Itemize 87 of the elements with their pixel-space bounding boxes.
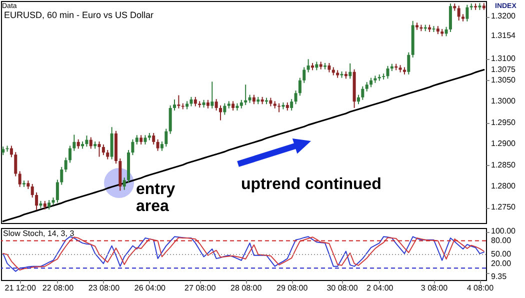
candlestick [290,98,294,112]
x-tick-label: 30 08:00 [326,284,358,292]
candlestick [370,77,373,88]
candlestick [294,90,298,105]
y-tick-label: 100.00 [491,226,516,236]
x-tick-label: 22 08:00 [42,284,74,292]
candlestick [144,134,147,145]
y-tick-label: 9.35 [491,272,508,281]
candlestick [356,94,360,105]
candlestick [164,128,168,148]
candlestick [466,4,469,22]
candlestick [156,138,160,152]
annotation: uptrend continued [241,176,382,193]
candlestick [214,98,218,112]
candlestick [135,134,138,145]
candlestick [386,65,390,80]
candlestick [106,149,110,160]
candlestick [131,138,134,156]
candlestick [98,141,101,158]
x-tick-label: 4 08:00 [466,284,494,292]
candlestick [168,104,172,134]
y-tick-label: 1.3100 [491,54,516,64]
candlestick [160,141,164,152]
y-tick-label: 1.2950 [491,118,516,127]
candlestick [56,179,59,204]
candlestick [60,166,64,186]
chart-title: Slow Stoch, 14, 3, 3 [3,229,75,238]
candlestick [298,77,302,96]
candlestick [140,134,143,145]
x-tick-label: 27 08:00 [184,284,216,292]
candlestick [219,104,222,121]
y-tick-label: 80.00 [491,236,512,245]
y-tick-label: 1.2750 [491,202,516,212]
x-tick-label: 26 04:00 [134,284,166,292]
annotation: entry area [136,181,176,215]
y-tick-label: 1.2850 [491,160,516,170]
candlestick [48,200,51,210]
candlestick [365,82,368,92]
candlestick [35,192,38,210]
candlestick [361,86,364,100]
candlestick [122,177,126,190]
candlestick [328,62,331,73]
candlestick [190,96,193,107]
candlestick [223,102,226,116]
candlestick [348,62,352,80]
x-tick-label: 29 08:00 [276,284,308,292]
candlestick [252,94,256,105]
x-tick-label: 28 08:00 [230,284,262,292]
candlestick [102,144,105,156]
candlestick [64,157,68,173]
y-tick-label: 1.2800 [491,181,516,190]
x-tick-label: 21 12:00 [4,284,36,292]
candlestick [89,136,92,150]
y-tick-label: 1.2900 [491,139,516,148]
candlestick [302,66,306,84]
candlestick [76,138,80,150]
candlestick [18,170,22,188]
text: EURUSD, 60 min - Euro vs US Dollar [4,10,154,20]
y-tick-label: 1.3154 [491,31,516,40]
candlestick [448,3,452,32]
candlestick [232,100,235,112]
candlestick [194,96,197,107]
y-tick-label: 50.00 [491,249,512,258]
candlestick [306,58,310,73]
candlestick [85,135,88,148]
candlestick [110,126,114,160]
y-tick-label: 1.3200 [491,12,516,21]
candlestick [177,94,180,109]
candlestick [152,132,156,145]
candlestick [68,145,72,164]
x-tick-label: 2 04:00 [366,284,394,292]
candlestick [173,98,176,112]
candlestick [407,52,410,75]
candlestick [14,152,18,177]
candlestick [30,183,34,198]
candlestick [444,26,448,37]
y-tick-label: 20.00 [491,259,512,268]
x-tick-label: 3 08:00 [420,284,448,292]
candlestick [10,145,13,158]
y-tick-label: 1.3075 [491,64,516,74]
x-tick-label: 23 08:00 [88,284,120,292]
y-tick-label: 1.3000 [491,96,516,106]
y-tick-label: 1.3050 [491,75,516,84]
candlestick [72,134,76,152]
candlestick [457,5,460,22]
candlestick [210,81,214,109]
candlestick [244,84,248,106]
